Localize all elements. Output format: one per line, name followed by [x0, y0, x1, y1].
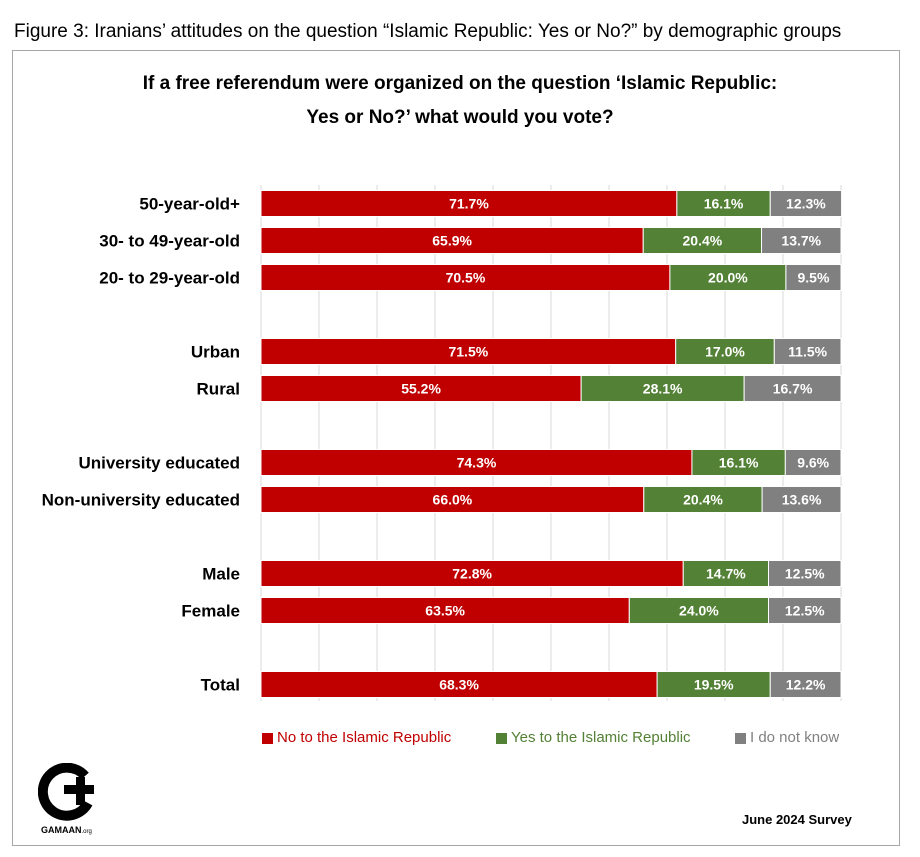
data-label: 12.2% — [786, 677, 826, 693]
category-label: Non-university educated — [42, 491, 240, 510]
data-label: 55.2% — [401, 381, 441, 397]
survey-note: June 2024 Survey — [742, 812, 852, 827]
category-label: Male — [202, 565, 240, 584]
bar-segment — [743, 375, 842, 402]
data-label: 24.0% — [679, 603, 719, 619]
data-label: 14.7% — [706, 566, 746, 582]
category-label: Total — [201, 676, 240, 695]
chart-frame — [12, 50, 900, 846]
legend-label: No to the Islamic Republic — [277, 729, 452, 746]
bar-segment — [784, 449, 842, 476]
data-label: 12.5% — [785, 566, 825, 582]
category-label: Rural — [197, 380, 240, 399]
bar-segment — [260, 486, 645, 513]
data-label: 20.0% — [708, 270, 748, 286]
bar-segment — [768, 560, 842, 587]
category-label: Female — [181, 602, 240, 621]
bar-segment — [676, 190, 771, 217]
bar-segment — [260, 449, 693, 476]
data-label: 28.1% — [643, 381, 683, 397]
data-label: 9.5% — [797, 270, 829, 286]
data-label: 13.6% — [782, 492, 822, 508]
data-label: 71.7% — [449, 196, 489, 212]
data-label: 74.3% — [457, 455, 497, 471]
category-label: 20- to 29-year-old — [99, 269, 240, 288]
legend-label: Yes to the Islamic Republic — [511, 729, 691, 746]
legend-swatch — [496, 733, 507, 744]
bar-segment — [260, 375, 582, 402]
data-label: 11.5% — [788, 344, 827, 360]
bar-segment — [769, 190, 843, 217]
category-label: University educated — [78, 454, 240, 473]
bar-segment — [769, 671, 842, 698]
data-label: 70.5% — [446, 270, 486, 286]
data-label: 9.6% — [797, 455, 829, 471]
category-label: Urban — [191, 343, 240, 362]
bar-segment — [761, 227, 842, 254]
data-label: 19.5% — [694, 677, 734, 693]
data-label: 71.5% — [448, 344, 488, 360]
data-label: 13.7% — [781, 233, 821, 249]
category-label: 30- to 49-year-old — [99, 232, 240, 251]
data-label: 16.1% — [719, 455, 759, 471]
logo-wordmark: GAMAAN.org — [41, 825, 92, 835]
bar-segment — [691, 449, 786, 476]
data-label: 72.8% — [452, 566, 492, 582]
bar-segment — [260, 190, 678, 217]
bar-segment — [260, 338, 677, 365]
data-label: 66.0% — [433, 492, 473, 508]
legend-swatch — [735, 733, 746, 744]
data-label: 16.7% — [773, 381, 813, 397]
data-label: 63.5% — [425, 603, 465, 619]
data-label: 12.5% — [785, 603, 825, 619]
data-label: 20.4% — [683, 492, 723, 508]
data-label: 65.9% — [432, 233, 472, 249]
data-label: 17.0% — [705, 344, 745, 360]
data-label: 16.1% — [704, 196, 744, 212]
chart-title-line-1: If a free referendum were organized on t… — [142, 73, 778, 94]
data-label: 68.3% — [439, 677, 479, 693]
bar-segment — [642, 227, 763, 254]
category-label: 50-year-old+ — [139, 195, 240, 214]
bar-segment — [682, 560, 769, 587]
legend-label: I do not know — [750, 729, 839, 746]
bar-segment — [785, 264, 842, 291]
data-label: 12.3% — [786, 196, 826, 212]
bar-segment — [260, 227, 644, 254]
chart-title-line-2: Yes or No?’ what would you vote? — [306, 107, 614, 128]
bar-segment — [580, 375, 745, 402]
bar-segment — [773, 338, 842, 365]
bar-segment — [260, 597, 630, 624]
figure-caption: Figure 3: Iranians’ attitudes on the que… — [14, 21, 842, 42]
data-label: 20.4% — [683, 233, 723, 249]
bar-segment — [768, 597, 842, 624]
bar-segment — [761, 486, 842, 513]
bar-segment — [669, 264, 787, 291]
legend-swatch — [262, 733, 273, 744]
gamaan-logo-icon — [38, 763, 94, 821]
